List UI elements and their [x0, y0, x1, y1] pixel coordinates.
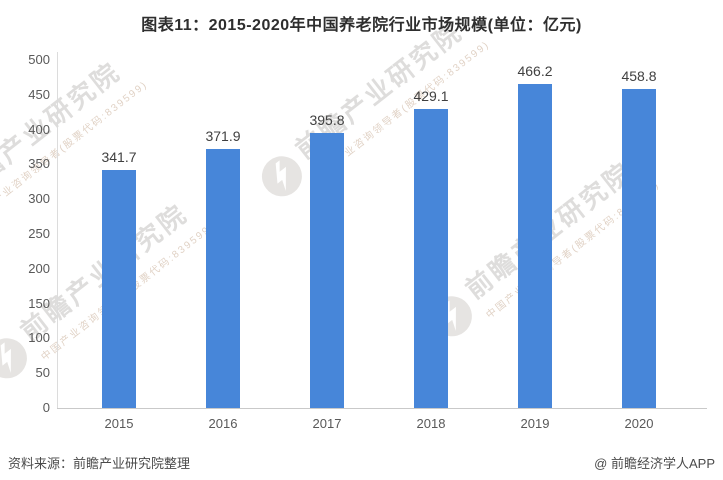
- y-axis-tick-label: 500: [28, 52, 50, 67]
- bar-value-label-2017: 395.8: [309, 111, 345, 128]
- x-axis-line: [57, 408, 707, 409]
- bar-2016: [206, 149, 240, 408]
- y-axis-tick-label: 150: [28, 295, 50, 311]
- x-axis-tick-label-2019: 2019: [520, 416, 550, 431]
- y-axis-tick-label: 300: [28, 191, 50, 207]
- y-axis-tick-label: 50: [35, 365, 50, 381]
- x-axis-tick-label-2020: 2020: [624, 416, 654, 431]
- x-axis-tick-label-2017: 2017: [312, 416, 342, 431]
- y-axis-tick-label: 100: [28, 330, 50, 346]
- bar-value-label-2016: 371.9: [205, 128, 241, 145]
- qianzhan-logo-icon: [254, 148, 310, 204]
- y-axis-tick-label: 250: [28, 226, 50, 241]
- bar-value-label-2020: 458.8: [621, 67, 657, 84]
- y-axis-tick-label: 450: [28, 86, 50, 102]
- y-axis-tick-label: 0: [42, 400, 50, 415]
- bar-2020: [622, 88, 656, 408]
- bar-2018: [414, 109, 448, 408]
- bar-value-label-2018: 429.1: [413, 88, 449, 105]
- x-axis-tick-label-2018: 2018: [416, 416, 446, 431]
- app-credit: @ 前瞻经济学人APP: [594, 456, 715, 471]
- y-axis-tick-label: 200: [28, 260, 50, 276]
- y-axis-tick-label: 350: [28, 156, 50, 172]
- y-axis-line: [57, 52, 58, 408]
- y-axis-tick-label: 400: [28, 121, 50, 137]
- x-axis-tick-label-2016: 2016: [208, 416, 238, 431]
- bar-value-label-2015: 341.7: [101, 149, 137, 166]
- x-axis-tick-label-2015: 2015: [104, 416, 134, 431]
- bar-value-label-2019: 466.2: [517, 62, 553, 79]
- bar-2019: [518, 83, 552, 408]
- chart-title: 图表11：2015-2020年中国养老院行业市场规模(单位：亿元): [141, 17, 582, 34]
- data-source-note: 资料来源：前瞻产业研究院整理: [8, 456, 191, 471]
- bar-2015: [102, 170, 136, 408]
- bar-2017: [310, 132, 344, 408]
